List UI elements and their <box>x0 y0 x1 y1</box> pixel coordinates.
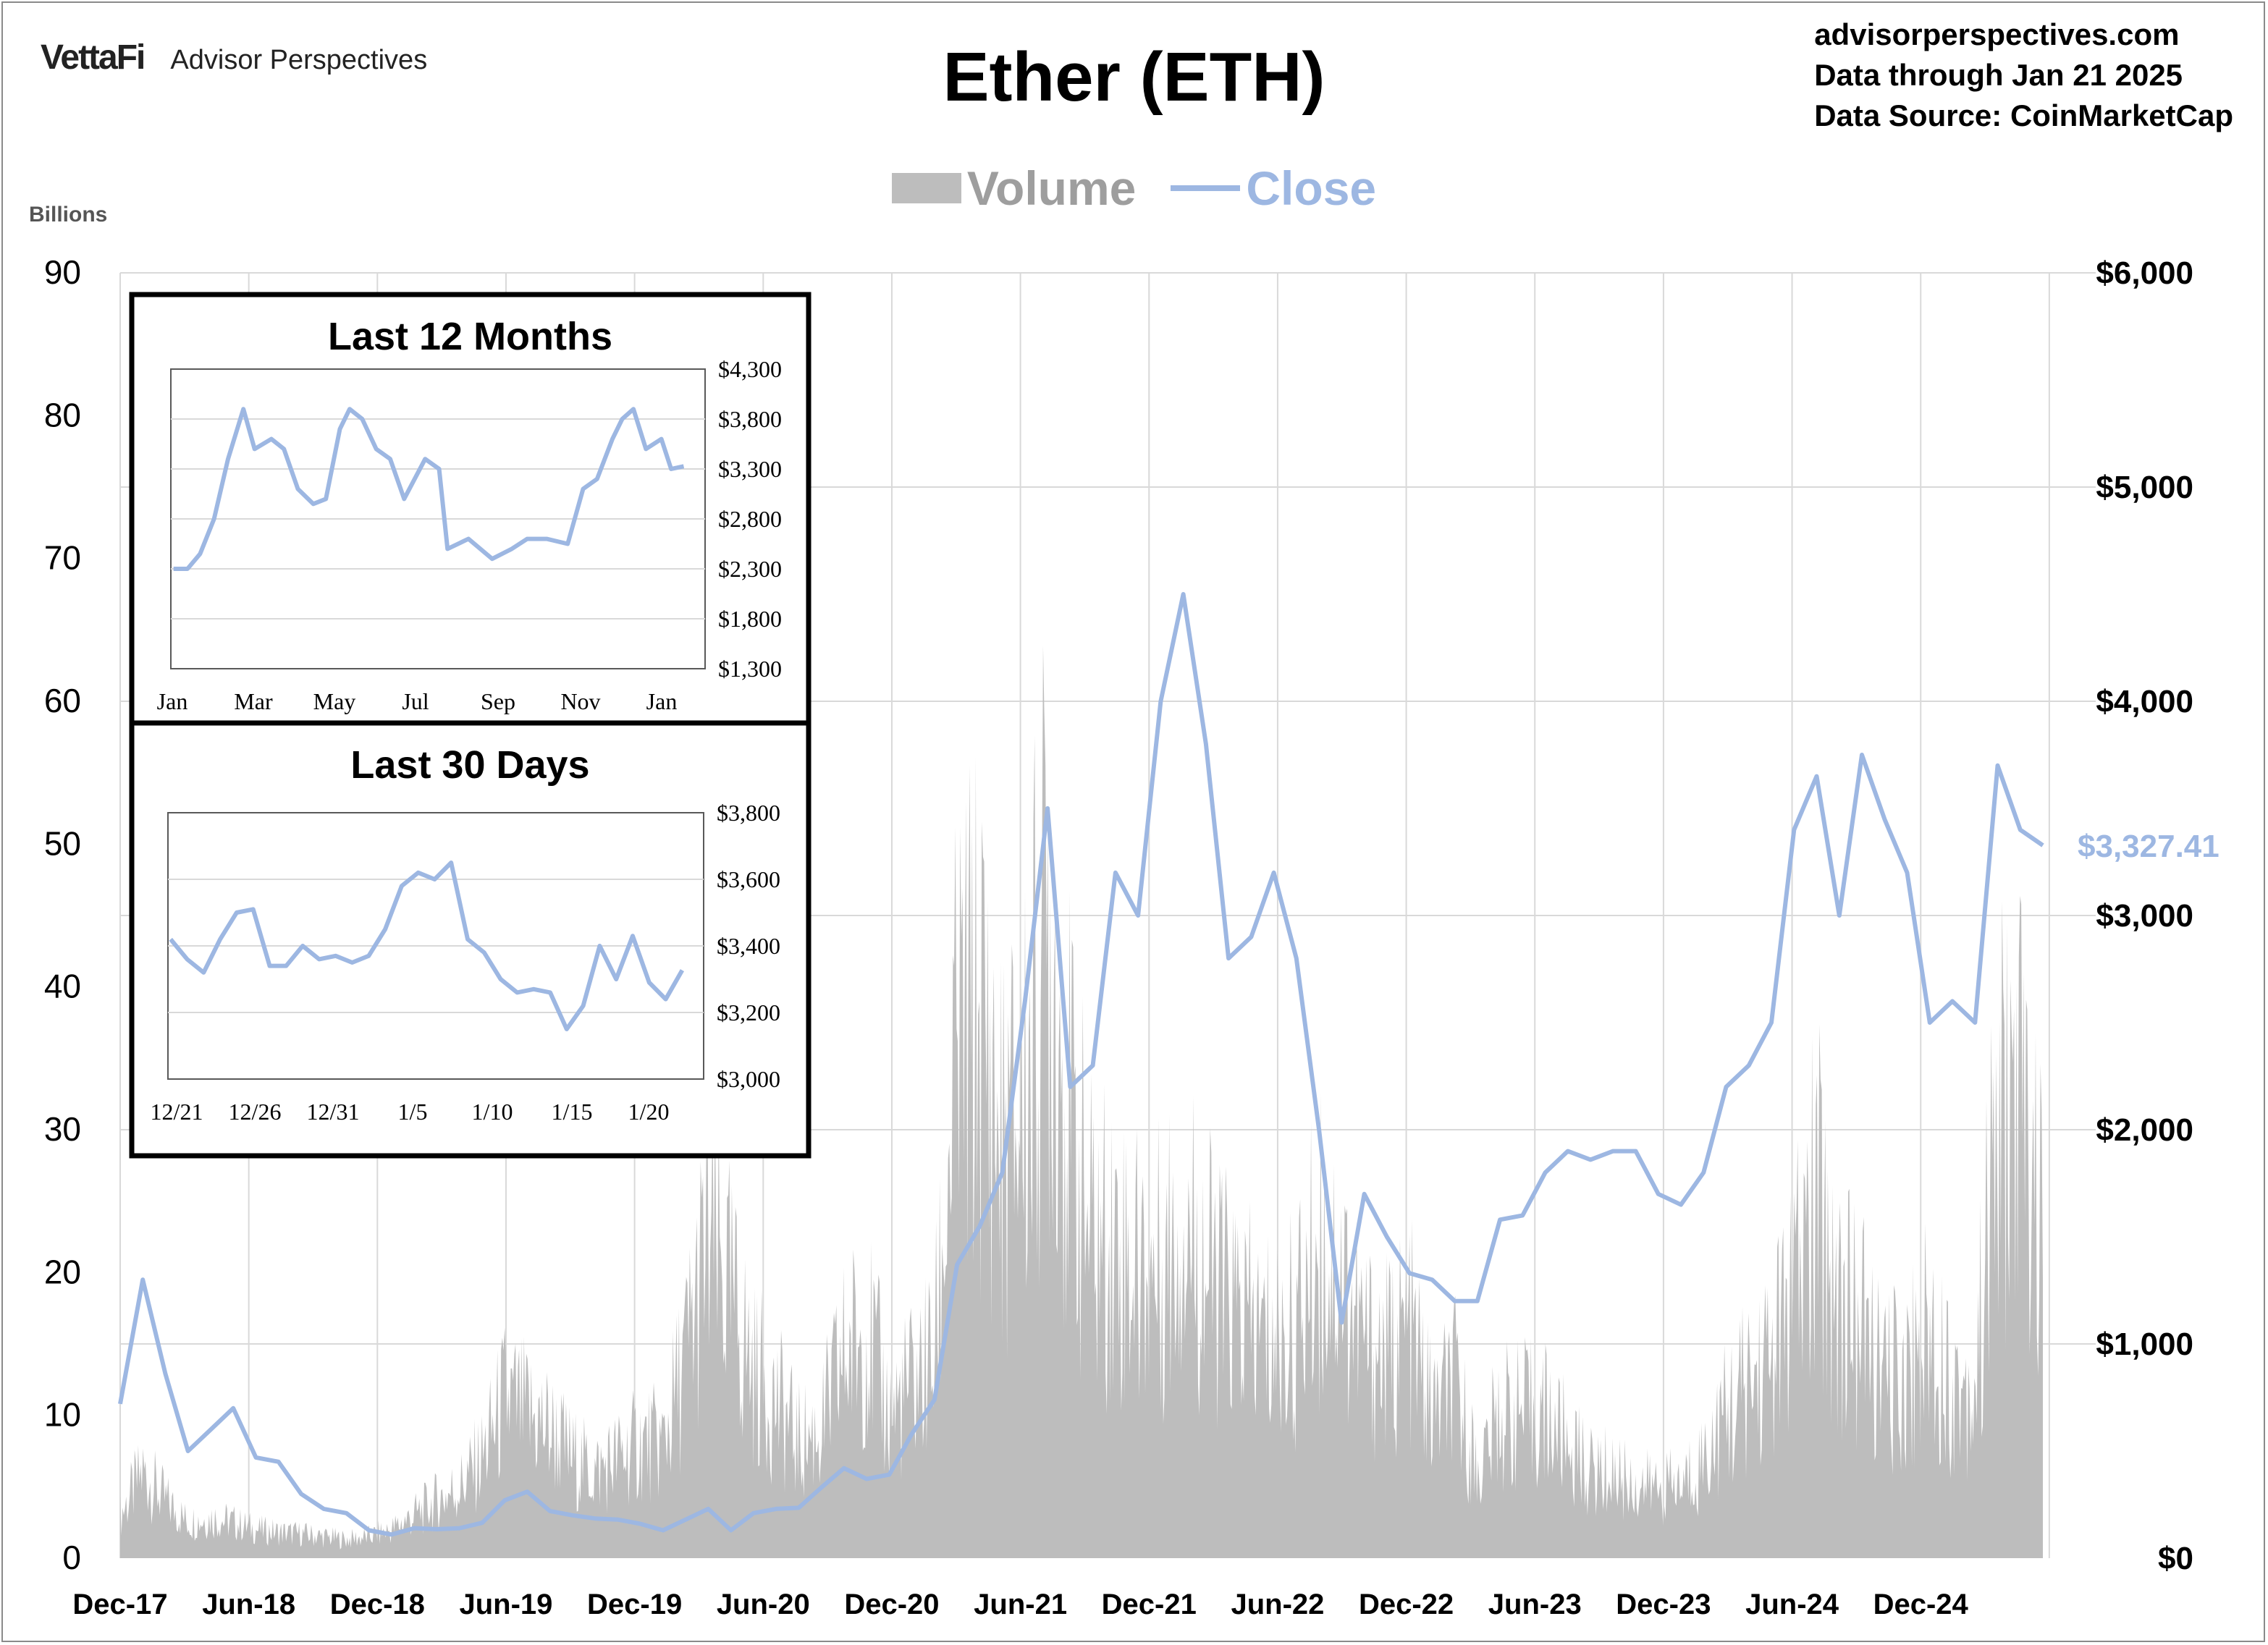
right-tick-label: $4,000 <box>2096 684 2193 719</box>
x-tick-label: Dec-23 <box>1616 1589 1711 1620</box>
x-tick-label: Dec-24 <box>1873 1589 1969 1620</box>
inset-y-tick: $3,800 <box>717 800 780 826</box>
left-axis-units: Billions <box>29 203 108 227</box>
inset-y-tick: $2,300 <box>718 556 782 582</box>
x-tick-label: Dec-22 <box>1359 1589 1454 1620</box>
x-tick-label: Jun-23 <box>1488 1589 1582 1620</box>
inset-chart: Last 12 Months $4,300 $3,800 $3,300 $2,800 $2… <box>129 292 811 726</box>
inset-x-tick: Jul <box>402 688 429 714</box>
inset-y-tick: $4,300 <box>718 356 782 382</box>
left-tick-label: 90 <box>44 253 81 291</box>
left-tick-label: 0 <box>62 1539 81 1576</box>
inset-x-tick: 12/31 <box>307 1099 360 1125</box>
inset-x-tick: Jan <box>157 688 188 714</box>
x-tick-label: Jun-20 <box>717 1589 810 1620</box>
inset-x-tick: Nov <box>560 688 600 714</box>
left-tick-label: 30 <box>44 1110 81 1148</box>
inset-close-line <box>169 860 685 1031</box>
inset-x-tick: May <box>313 688 356 714</box>
inset-x-tick: 1/10 <box>472 1099 513 1125</box>
inset-y-tick: $3,300 <box>718 456 782 482</box>
inset-x-tick: Mar <box>234 688 273 714</box>
inset-frame <box>129 292 811 726</box>
left-tick-label: 50 <box>44 824 81 862</box>
close-line <box>118 592 2044 1537</box>
chart-title: Ether (ETH) <box>943 38 1325 116</box>
inset-title: Last 30 Days <box>350 743 589 787</box>
right-tick-label: $0 <box>2158 1541 2193 1576</box>
inset-close-line <box>173 407 685 571</box>
inset-y-tick: $3,400 <box>717 933 780 959</box>
x-tick-label: Jun-19 <box>460 1589 553 1620</box>
x-tick-label: Dec-19 <box>587 1589 682 1620</box>
right-tick-label: $5,000 <box>2096 470 2193 505</box>
left-tick-label: 10 <box>44 1396 81 1434</box>
website-text: advisorperspectives.com <box>1814 17 2180 51</box>
left-tick-label: 70 <box>44 539 81 577</box>
brand: VettaFi Advisor Perspectives <box>41 38 427 77</box>
inset-title: Last 12 Months <box>328 315 612 358</box>
right-tick-label: $1,000 <box>2096 1327 2193 1362</box>
data-through-text: Data through Jan 21 2025 <box>1814 58 2183 92</box>
inset-x-tick: 1/20 <box>628 1099 670 1125</box>
inset-y-tick: $1,300 <box>718 656 782 682</box>
inset-y-tick: $3,600 <box>717 866 780 892</box>
left-tick-label: 80 <box>44 396 81 434</box>
left-tick-label: 20 <box>44 1253 81 1290</box>
inset-x-tick: Sep <box>481 688 515 714</box>
inset-y-tick: $3,200 <box>717 999 780 1026</box>
x-tick-label: Dec-17 <box>72 1589 167 1620</box>
inset-x-tick: Jan <box>646 688 678 714</box>
inset-x-tick: 12/21 <box>151 1099 203 1125</box>
inset-x-tick: 1/5 <box>398 1099 428 1125</box>
x-tick-label: Dec-18 <box>330 1589 425 1620</box>
legend-item-volume: Volume <box>891 161 1137 216</box>
right-tick-label: $3,000 <box>2096 898 2193 934</box>
right-tick-label: $6,000 <box>2096 255 2193 291</box>
inset-y-tick: $2,800 <box>718 506 782 532</box>
volume-area <box>120 645 2043 1558</box>
inset-y-tick: $3,000 <box>717 1066 780 1092</box>
legend-item-close: Close <box>1171 161 1376 216</box>
left-tick-label: 60 <box>44 682 81 719</box>
source-block: advisorperspectives.com Data through Jan… <box>1814 14 2233 136</box>
x-tick-label: Dec-20 <box>844 1589 939 1620</box>
close-swatch <box>1171 185 1241 191</box>
advisor-perspectives-name: Advisor Perspectives <box>170 45 428 75</box>
x-tick-label: Jun-21 <box>974 1589 1067 1620</box>
right-tick-label: $2,000 <box>2096 1112 2193 1148</box>
x-tick-label: Jun-24 <box>1745 1589 1839 1620</box>
last-close-label: $3,327.41 <box>2078 829 2219 864</box>
inset-chart: Last 30 Days $3,800 $3,600 $3,400 $3,200 $3,0… <box>129 720 811 1159</box>
x-tick-label: Jun-22 <box>1231 1589 1324 1620</box>
legend: Volume Close <box>0 161 2268 216</box>
inset-y-tick: $3,800 <box>718 406 782 432</box>
inset-x-tick: 12/26 <box>229 1099 282 1125</box>
data-source-text: Data Source: CoinMarketCap <box>1814 98 2233 132</box>
vettafi-logo: VettaFi <box>41 38 146 77</box>
inset-y-tick: $1,800 <box>718 606 782 632</box>
legend-label-volume: Volume <box>966 161 1137 215</box>
inset-x-tick: 1/15 <box>552 1099 593 1125</box>
x-tick-label: Dec-21 <box>1102 1589 1197 1620</box>
left-tick-label: 40 <box>44 968 81 1005</box>
legend-label-close: Close <box>1246 161 1377 215</box>
volume-swatch <box>891 173 961 203</box>
x-tick-label: Jun-18 <box>202 1589 295 1620</box>
